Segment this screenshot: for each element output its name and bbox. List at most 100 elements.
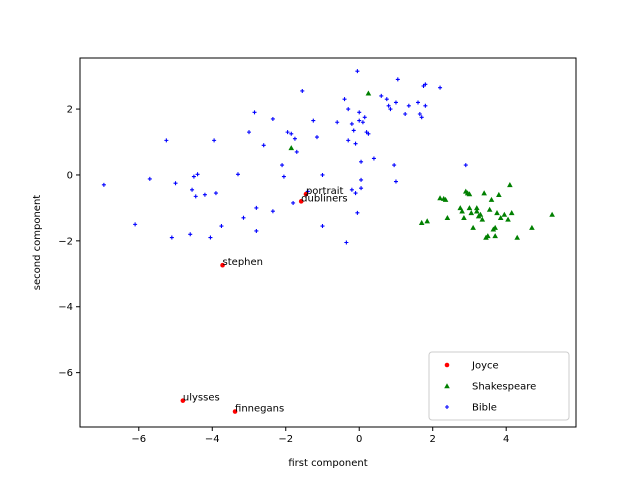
data-point [208,235,213,240]
data-point [320,224,325,229]
data-point [417,112,422,117]
data-point [474,208,480,214]
data-point [270,116,275,121]
data-point [133,222,138,227]
data-point [147,176,152,181]
data-point [365,90,372,96]
y-tick-label: 0 [67,170,73,181]
legend: Joyce Shakespeare Bible [428,351,570,421]
legend-entry-joyce: Joyce [444,361,499,372]
series-joyce [180,191,309,414]
x-tick-label: 4 [503,434,509,445]
legend-entry-bible: Bible [445,403,497,414]
data-point [314,135,319,140]
data-point [359,177,364,182]
data-point [169,235,174,240]
data-point [384,97,389,102]
x-tick-label: −6 [131,434,146,445]
data-point [195,172,200,177]
data-point [355,69,360,74]
x-tick-label: −4 [205,434,220,445]
x-tick-label: 2 [430,434,436,445]
data-point [288,145,295,151]
data-point [549,211,555,217]
legend-box [428,351,570,421]
data-point [438,85,443,90]
data-point [311,118,316,123]
data-point [213,191,218,196]
data-point [494,210,500,216]
annotation-finnegans: finnegans [235,404,284,415]
data-point [419,115,424,120]
data-point [479,216,486,222]
data-point [353,191,358,196]
annotation-portrait: portrait [306,186,344,197]
data-point [357,110,362,115]
data-point [457,205,464,211]
data-point [486,206,493,212]
legend-label: Joyce [471,361,499,372]
data-point [437,195,443,201]
data-point [173,181,178,186]
data-point [508,210,515,216]
data-point [164,138,169,143]
legend-label: Shakespeare [472,382,536,393]
data-point [492,224,498,230]
data-point [235,172,240,177]
y-tick-label: −4 [58,302,73,313]
data-point [355,210,360,215]
data-point [247,130,252,135]
data-point [359,159,364,164]
y-tick-label: 2 [67,105,73,116]
data-point [477,211,484,217]
data-point [463,163,468,168]
data-point [505,216,511,222]
data-point [359,186,364,191]
data-point [366,131,371,136]
y-axis-ticks: −6 −4 −2 0 2 [58,105,80,379]
data-point [300,88,305,93]
data-point [362,115,367,120]
data-point [202,192,207,197]
data-point [529,224,535,230]
y-tick-label: −6 [58,368,73,379]
data-point [424,218,430,224]
data-point [232,409,238,414]
data-point [349,187,354,192]
data-point [180,398,186,403]
data-point [468,210,475,216]
data-point [488,196,495,202]
data-point [351,128,356,133]
data-point [193,194,198,199]
data-point [188,232,193,237]
data-point [346,107,351,112]
data-point [320,172,325,177]
legend-marker [444,362,450,368]
data-point [261,143,266,148]
data-point [392,163,397,168]
legend-entry-shakespeare: Shakespeare [444,382,536,393]
series-shakespeare [288,90,555,240]
y-tick-label: −2 [58,236,73,247]
data-point [254,205,259,210]
data-point [335,120,340,125]
data-point [219,224,224,229]
legend-marker [444,383,450,389]
data-point [357,118,362,123]
data-point [444,214,451,221]
data-point [298,199,304,204]
data-point [252,110,257,115]
data-point [393,100,398,105]
data-point [191,174,196,179]
data-point [285,130,290,135]
data-point [406,103,411,108]
data-point [305,189,310,194]
data-point [386,103,391,108]
legend-marker [445,405,449,409]
data-point [416,100,421,105]
legend-label: Bible [472,403,497,414]
data-point [459,208,465,214]
x-axis-ticks: −6 −4 −2 0 2 4 [131,427,509,445]
